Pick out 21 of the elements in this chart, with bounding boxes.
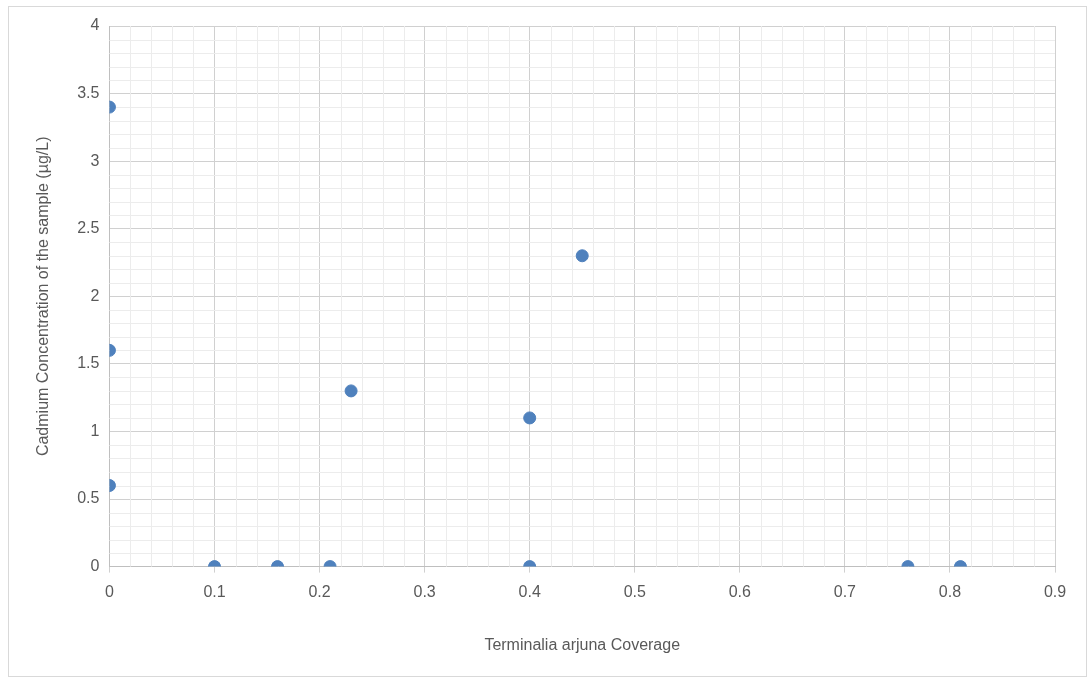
x-axis-title: Terminalia arjuna Coverage (484, 635, 681, 653)
y-tick-label: 3 (90, 151, 100, 169)
x-tick-label: 0.8 (938, 582, 962, 600)
x-tick-label: 0.7 (833, 582, 857, 600)
y-axis-title: Cadmium Concentration of the sample (µg/L) (34, 136, 52, 457)
y-tick-label: 4 (90, 16, 100, 34)
x-tick-label: 0.9 (1043, 582, 1067, 600)
x-tick-label: 0.4 (518, 582, 541, 600)
y-tick-label: 3.5 (77, 83, 100, 101)
x-tick-label: 0.1 (203, 582, 226, 600)
y-tick-label: 1.5 (77, 354, 100, 372)
x-tick-label: 0.6 (728, 582, 752, 600)
x-tick-label: 0 (104, 582, 114, 600)
y-tick-label: 0 (90, 557, 100, 575)
x-tick-label: 0.3 (413, 582, 436, 600)
x-tick-label: 0.2 (308, 582, 331, 600)
x-tick-label: 0.5 (623, 582, 646, 600)
y-tick-label: 2 (90, 286, 100, 304)
y-tick-label: 2.5 (77, 219, 100, 237)
y-tick-label: 0.5 (77, 489, 100, 507)
y-tick-label: 1 (90, 421, 100, 439)
